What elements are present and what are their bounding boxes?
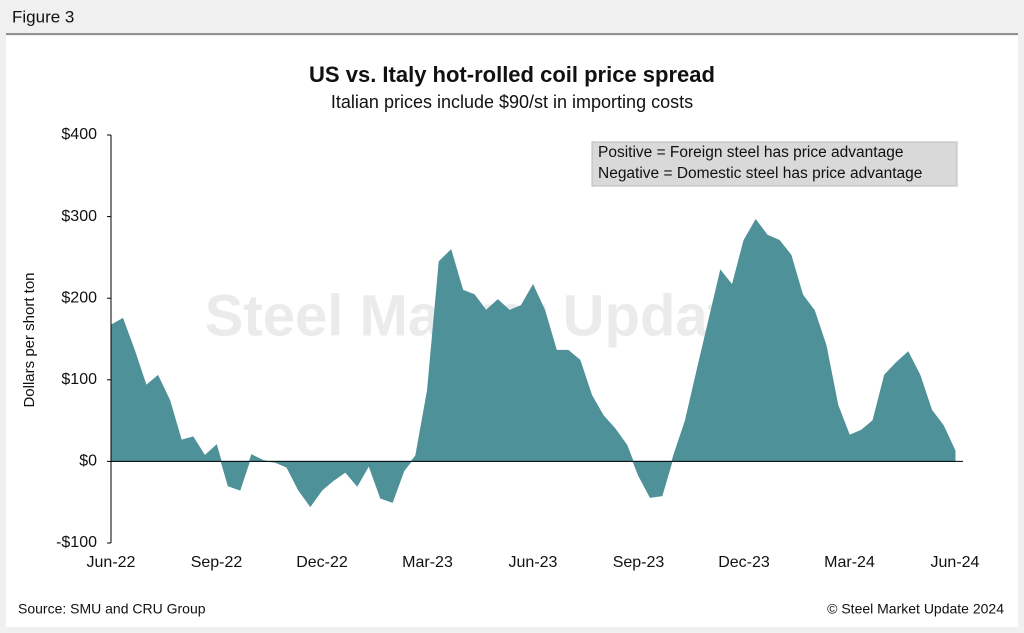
x-tick-label: Jun-22 bbox=[87, 554, 136, 571]
y-tick-label: $200 bbox=[61, 289, 97, 306]
y-axis-label: Dollars per short ton bbox=[21, 272, 38, 407]
annotation: Negative = Domestic steel has price adva… bbox=[598, 165, 922, 182]
chart-subtitle: Italian prices include $90/st in importi… bbox=[331, 92, 693, 112]
y-tick-label: $400 bbox=[61, 126, 97, 143]
area bbox=[110, 218, 956, 508]
annotation: Positive = Foreign steel has price advan… bbox=[598, 144, 903, 161]
x-tick-label: Mar-24 bbox=[824, 554, 875, 571]
figure-label: Figure 3 bbox=[12, 7, 74, 26]
x-tick-label: Mar-23 bbox=[402, 554, 453, 571]
y-tick-label: $0 bbox=[79, 453, 97, 470]
y-tick-label: $100 bbox=[61, 371, 97, 388]
chart-title: US vs. Italy hot-rolled coil price sprea… bbox=[309, 62, 715, 87]
y-tick-label: $300 bbox=[61, 208, 97, 225]
x-tick-label: Jun-23 bbox=[509, 554, 558, 571]
x-tick-label: Sep-23 bbox=[613, 554, 665, 571]
y-tick-label: -$100 bbox=[56, 534, 97, 551]
x-tick-label: Jun-24 bbox=[931, 554, 980, 571]
copyright: © Steel Market Update 2024 bbox=[827, 601, 1004, 617]
annotation-box bbox=[591, 141, 958, 187]
x-tick-label: Dec-22 bbox=[296, 554, 348, 571]
x-tick-label: Dec-23 bbox=[718, 554, 770, 571]
x-tick-label: Sep-22 bbox=[191, 554, 243, 571]
source: Source: SMU and CRU Group bbox=[18, 601, 206, 617]
